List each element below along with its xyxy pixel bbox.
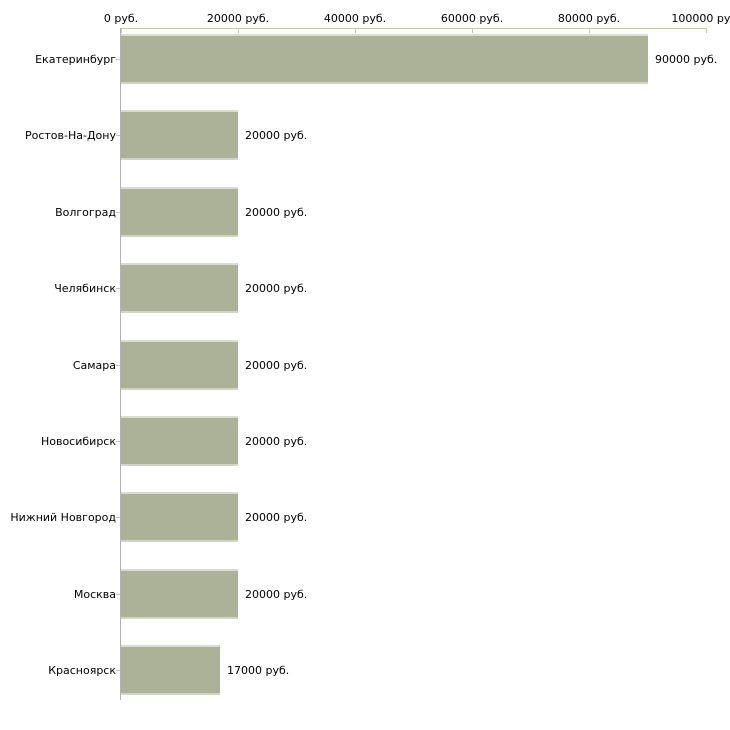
x-axis-tick [706, 28, 707, 33]
x-axis-tick-label: 60000 руб. [440, 12, 504, 25]
category-label: Новосибирск [40, 435, 116, 448]
category-tick [116, 517, 120, 518]
value-label: 20000 руб. [245, 206, 308, 219]
category-label: Москва [73, 588, 116, 601]
value-label: 20000 руб. [245, 359, 308, 372]
x-axis-tick [472, 28, 473, 33]
value-label: 20000 руб. [245, 129, 308, 142]
category-label: Ростов-На-Дону [24, 129, 116, 142]
x-axis-tick-label: 20000 руб. [206, 12, 270, 25]
category-label: Самара [72, 359, 116, 372]
value-label: 20000 руб. [245, 435, 308, 448]
category-tick [116, 288, 120, 289]
bar [121, 187, 238, 237]
category-label: Волгоград [55, 206, 116, 219]
x-axis-tick-label: 0 руб. [103, 12, 139, 25]
x-axis-tick [121, 28, 122, 33]
x-axis-tick-label: 40000 руб. [323, 12, 387, 25]
value-label: 90000 руб. [655, 53, 718, 66]
category-tick [116, 59, 120, 60]
category-tick [116, 365, 120, 366]
x-axis-tick [355, 28, 356, 33]
x-axis-tick-label: 80000 руб. [557, 12, 621, 25]
bar [121, 110, 238, 160]
x-axis-line [121, 28, 707, 29]
category-tick [116, 594, 120, 595]
bar [121, 569, 238, 619]
bar [121, 492, 238, 542]
value-label: 20000 руб. [245, 588, 308, 601]
category-label: Красноярск [48, 664, 116, 677]
category-label: Екатеринбург [35, 53, 116, 66]
category-label: Челябинск [54, 282, 116, 295]
category-tick [116, 670, 120, 671]
value-label: 20000 руб. [245, 511, 308, 524]
y-axis-line [120, 28, 121, 700]
x-axis-tick [589, 28, 590, 33]
bar [121, 34, 648, 84]
bar [121, 263, 238, 313]
category-tick [116, 135, 120, 136]
category-label: Нижний Новгород [10, 511, 116, 524]
bar [121, 645, 220, 695]
value-label: 20000 руб. [245, 282, 308, 295]
bar [121, 340, 238, 390]
category-tick [116, 441, 120, 442]
category-tick [116, 212, 120, 213]
value-label: 17000 руб. [227, 664, 290, 677]
x-axis-tick [238, 28, 239, 33]
bar [121, 416, 238, 466]
x-axis-tick-label: 100000 руб. [671, 12, 730, 25]
